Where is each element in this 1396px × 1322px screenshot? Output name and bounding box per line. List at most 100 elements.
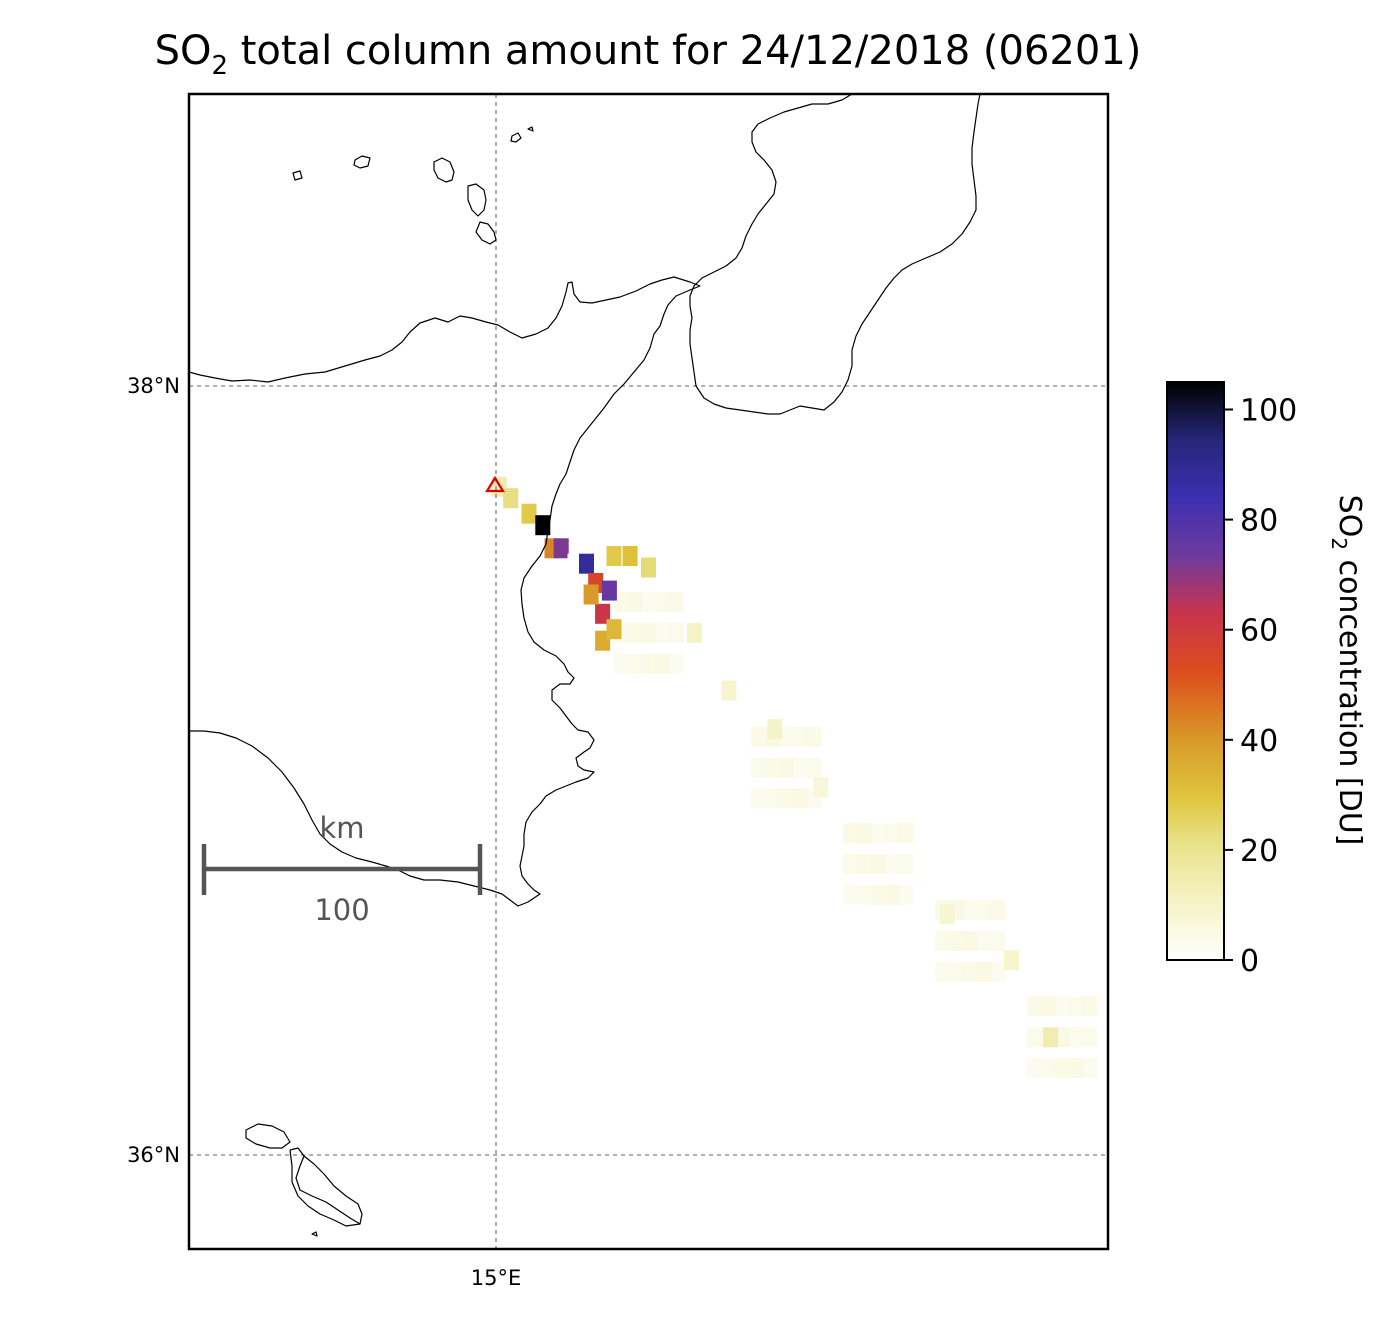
colorbar-label-subscript: 2 <box>1327 537 1351 550</box>
colorbar-ticks: 0 20 40 60 80 100 <box>1224 394 1297 979</box>
so2-halo-pixel-6 <box>641 653 656 674</box>
aeolian-island-1 <box>510 132 522 143</box>
so2-halo-pixel-56 <box>976 900 992 921</box>
so2-halo-pixel-35 <box>857 823 872 844</box>
coastlines <box>189 94 981 1237</box>
so2-halo-pixel-23 <box>778 727 794 747</box>
so2-halo-pixel-5 <box>627 592 643 613</box>
so2-halo-pixel-49 <box>948 931 964 951</box>
so2-halo-pixel-77 <box>1119 1093 1134 1113</box>
so2-halo-pixel-15 <box>751 788 767 809</box>
so2-pixel-6 <box>567 553 583 574</box>
so2-halo-pixel-55 <box>976 931 992 951</box>
so2-halo-pixel-12 <box>668 653 684 674</box>
so2-halo-pixel-59 <box>990 900 1006 921</box>
so2-halo-pixel-66 <box>1054 1058 1070 1078</box>
so2-halo-pixel-29 <box>806 727 822 747</box>
aeolian-island-3 <box>353 155 371 169</box>
so2-halo-pixel-8 <box>641 592 656 613</box>
so2-halo-pixel-81 <box>1146 1154 1161 1174</box>
so2-halo-pixel-75 <box>1119 1154 1134 1174</box>
so2-halo-pixel-24 <box>792 788 808 809</box>
so2-pixel-7 <box>579 553 594 574</box>
malta-islet <box>311 1231 318 1237</box>
so2-pixel-12 <box>606 546 622 566</box>
malta-south-coast <box>289 1149 361 1227</box>
so2-halo-pixel-79 <box>1133 1124 1148 1144</box>
so2-halo-pixel-37 <box>870 854 886 874</box>
so2-halo-pixel-33 <box>857 884 872 905</box>
map-frame <box>187 92 1110 1251</box>
lat-label-36n: 36°N <box>127 1143 180 1167</box>
so2-halo-pixel-84 <box>1160 1154 1175 1174</box>
colorbar-tick-label-20: 20 <box>1240 834 1278 869</box>
so2-halo-pixel-36 <box>870 884 886 905</box>
so2-halo-pixel-65 <box>1040 996 1056 1017</box>
so2-halo-pixel-28 <box>806 757 822 778</box>
so2-halo-pixel-0 <box>613 653 629 674</box>
malta-coast <box>245 1123 363 1225</box>
so2-halo-pixel-17 <box>751 727 767 747</box>
so2-pixel-22 <box>1004 950 1019 971</box>
so2-halo-pixel-19 <box>765 757 781 778</box>
title-subscript: 2 <box>211 51 228 81</box>
so2-halo-pixel-26 <box>792 727 808 747</box>
so2-halo-pixel-46 <box>935 931 951 951</box>
lat-label-38n: 38°N <box>127 374 180 398</box>
so2-pixel-11 <box>583 584 599 605</box>
so2-halo-pixel-53 <box>962 900 978 921</box>
so2-pixel-20 <box>813 777 829 797</box>
so2-halo-pixel-21 <box>778 788 794 809</box>
so2-halo-pixel-44 <box>898 823 914 844</box>
colorbar-label: SO2 concentration [DU] <box>1327 495 1367 846</box>
figure-title: SO2 total column amount for 24/12/2018 (… <box>155 28 1142 81</box>
map-panel: km 100 <box>187 92 1189 1251</box>
so2-halo-pixel-39 <box>884 884 900 905</box>
so2-halo-pixel-45 <box>935 961 951 982</box>
so2-halo-pixel-63 <box>1040 1058 1056 1078</box>
colorbar-label-suffix: concentration [DU] <box>1332 550 1367 845</box>
so2-pixel-9 <box>601 580 617 601</box>
volcano-triangle-icon <box>485 475 505 493</box>
so2-halo-pixel-2 <box>613 592 629 613</box>
so2-halo-pixel-4 <box>627 623 643 643</box>
so2-halo-pixel-51 <box>962 961 978 982</box>
so2-pixel-1 <box>503 488 519 509</box>
so2-halo-pixel-72 <box>1082 1058 1098 1078</box>
so2-halo-pixel-88 <box>1174 1124 1189 1144</box>
so2-halo-pixel-11 <box>654 592 670 613</box>
so2-halo-pixel-52 <box>962 931 978 951</box>
so2-plume-layer <box>491 476 1189 1174</box>
so2-halo-pixel-73 <box>1082 1027 1098 1048</box>
so2-halo-pixel-48 <box>948 961 964 982</box>
aeolian-island-5 <box>433 157 455 183</box>
so2-halo-pixel-69 <box>1068 1058 1084 1078</box>
so2-pixel-17 <box>687 623 702 643</box>
so2-halo-pixel-14 <box>668 592 684 613</box>
so2-halo-pixel-67 <box>1054 1027 1070 1048</box>
so2-halo-pixel-41 <box>884 823 900 844</box>
so2-halo-pixel-60 <box>1027 1058 1042 1078</box>
so2-halo-pixel-43 <box>898 854 914 874</box>
aeolian-island-4 <box>292 170 303 181</box>
so2-halo-pixel-83 <box>1146 1093 1161 1113</box>
so2-pixel-5 <box>553 538 569 559</box>
so2-pixel-15 <box>595 630 611 651</box>
so2-halo-pixel-57 <box>990 961 1006 982</box>
so2-pixel-16 <box>606 619 622 640</box>
so2-halo-pixel-58 <box>990 931 1006 951</box>
so2-pixel-3 <box>535 515 551 536</box>
so2-halo-pixel-9 <box>654 653 670 674</box>
so2-halo-pixel-89 <box>1174 1093 1189 1113</box>
so2-halo-pixel-34 <box>857 854 872 874</box>
colorbar-label-prefix: SO <box>1332 495 1367 538</box>
so2-pixel-23 <box>1043 1027 1059 1048</box>
title-suffix: total column amount for 24/12/2018 (0620… <box>228 28 1141 74</box>
so2-halo-pixel-70 <box>1068 1027 1084 1048</box>
so2-halo-pixel-68 <box>1054 996 1070 1017</box>
so2-halo-pixel-87 <box>1174 1154 1189 1174</box>
so2-halo-pixel-86 <box>1160 1093 1175 1113</box>
so2-halo-pixel-32 <box>843 823 859 844</box>
so2-halo-pixel-62 <box>1027 996 1042 1017</box>
colorbar-gradient <box>1166 381 1225 961</box>
